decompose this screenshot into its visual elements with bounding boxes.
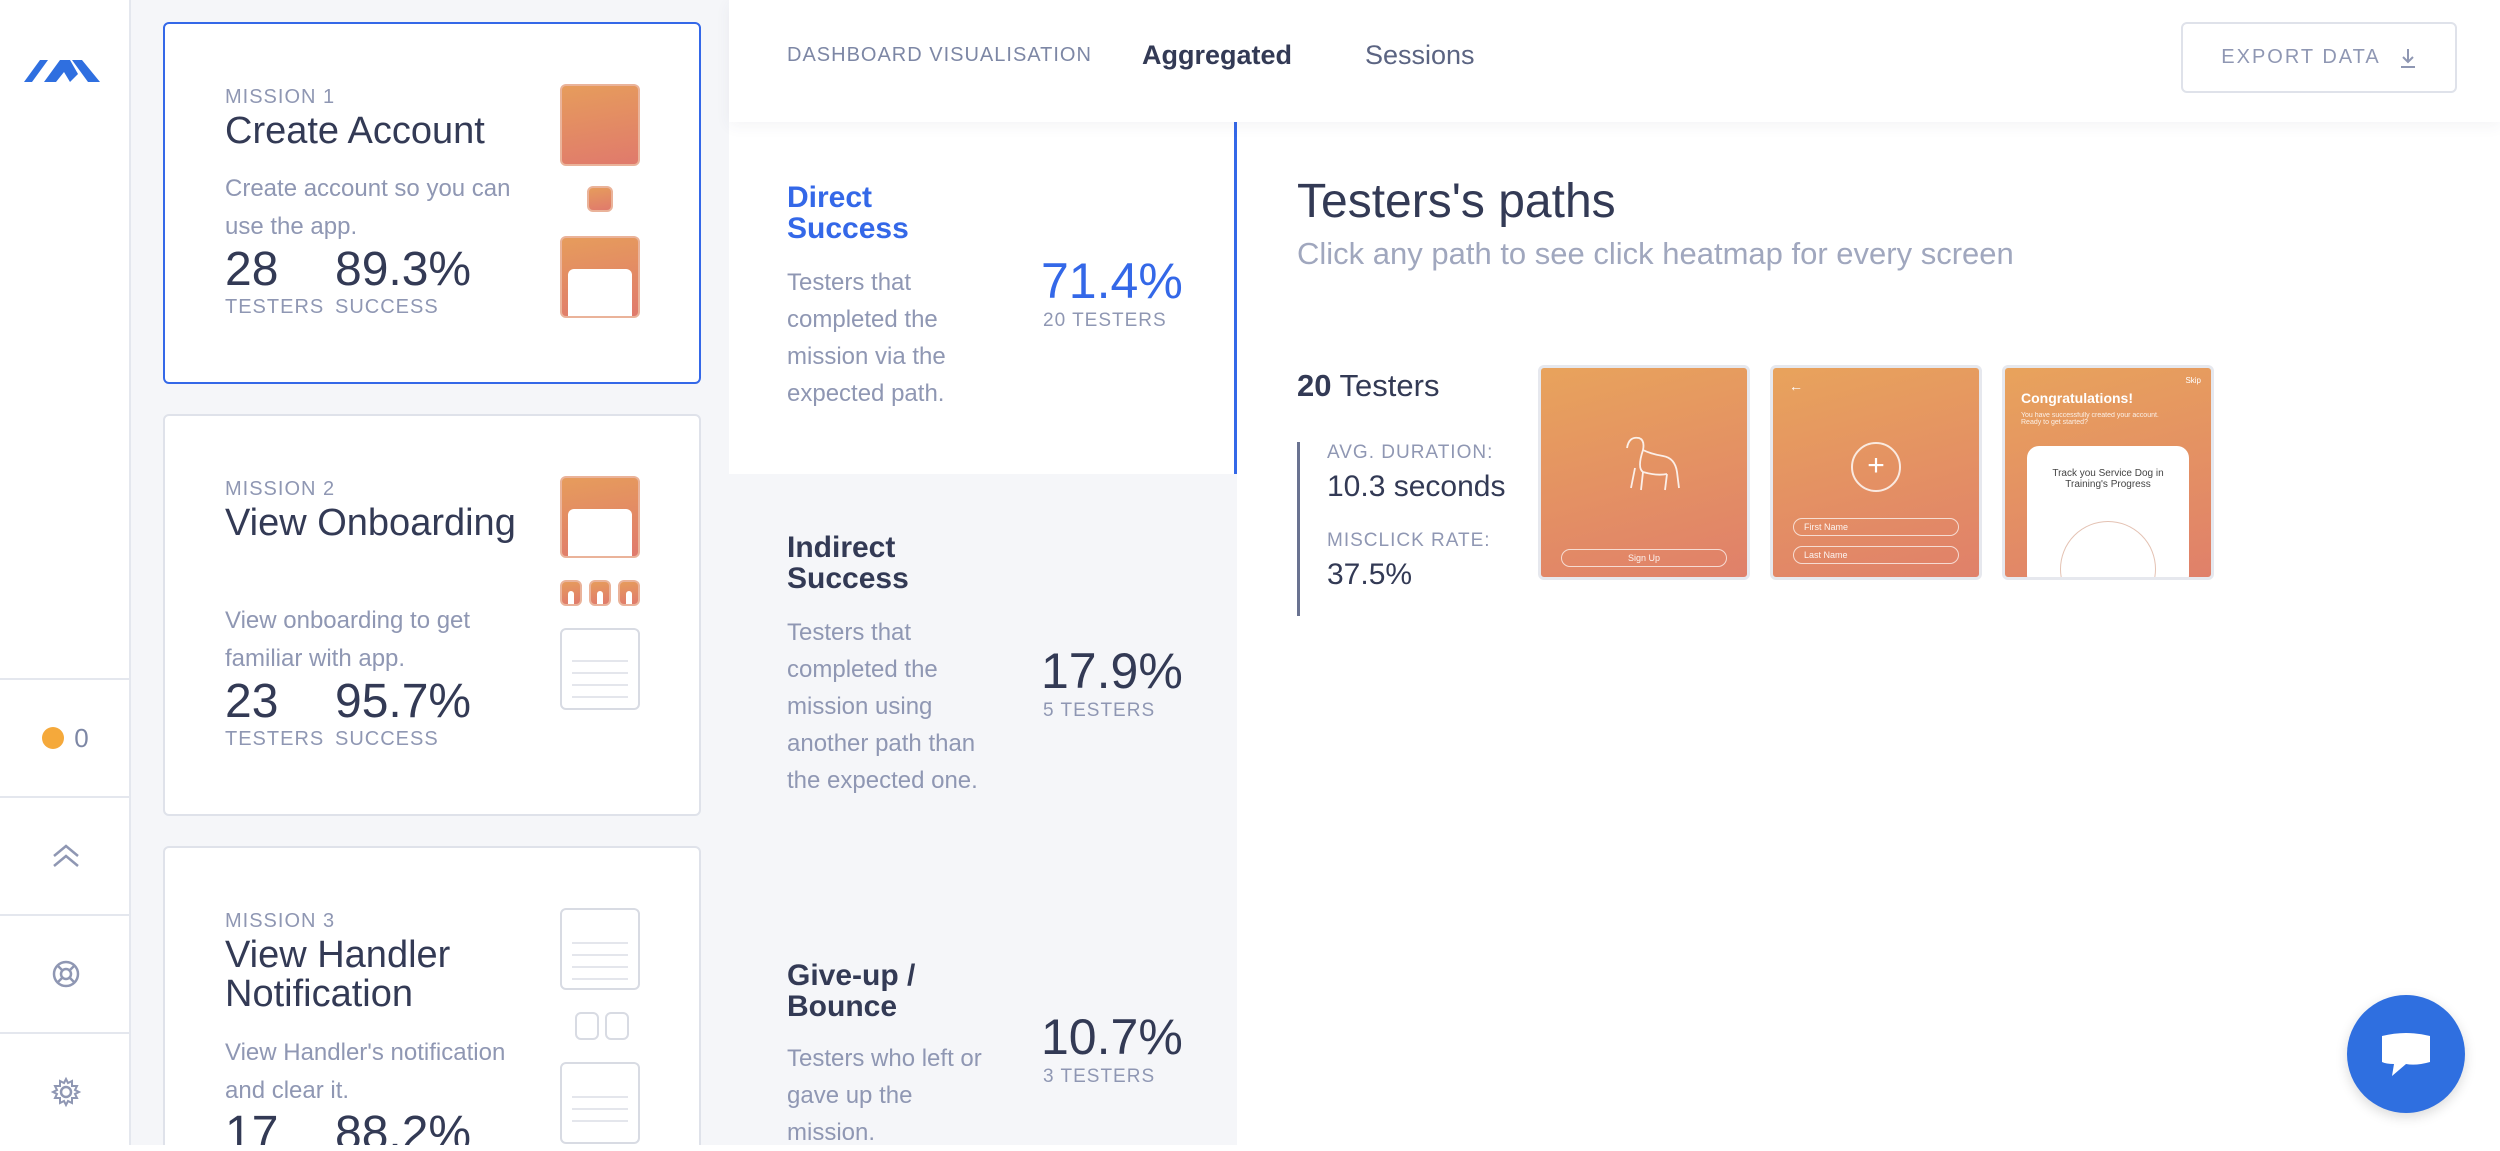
mission-success: 89.3% — [335, 243, 472, 296]
signup-button: Sign Up — [1561, 549, 1727, 567]
coin-icon — [42, 727, 65, 749]
mission-card-2[interactable]: MISSION 2 View Onboarding View onboardin… — [163, 414, 701, 816]
outcome-name: Indirect Success — [787, 531, 909, 595]
tab-aggregated[interactable]: Aggregated — [1142, 40, 1293, 70]
mission-testers: 23 — [225, 675, 279, 728]
outcome-indirect-success[interactable]: Indirect Success Testers that completed … — [729, 474, 1237, 874]
mission-testers: 28 — [225, 243, 279, 296]
outcome-description: Testers who left or gave up the mission. — [787, 1045, 982, 1146]
last-name-field: Last Name — [1793, 546, 1959, 564]
congrats-title: Congratulations! — [2021, 390, 2133, 406]
screen-thumbnail — [560, 908, 640, 990]
outcome-description: Testers that completed the mission using… — [787, 619, 978, 794]
mission-success-label: SUCCESS — [335, 296, 439, 318]
logo-icon[interactable] — [22, 52, 104, 92]
lifebuoy-icon — [52, 960, 79, 988]
path-tester-count: 20 Testers — [1297, 368, 1439, 404]
outcome-description: Testers that completed the mission via t… — [787, 269, 946, 407]
testers-paths-panel: Testers's paths Click any path to see cl… — [1237, 122, 2500, 1145]
progress-ring-icon — [2060, 521, 2156, 577]
paths-subtitle: Click any path to see click heatmap for … — [1297, 236, 2014, 271]
mission-description: View onboarding to get familiar with app… — [225, 607, 471, 672]
screen-thumbnail — [605, 1012, 629, 1040]
outcome-list: Direct Success Testers that completed th… — [729, 122, 1237, 1146]
tab-sessions[interactable]: Sessions — [1365, 40, 1475, 70]
chevron-up-icon — [52, 844, 79, 867]
mission-title: View Onboarding — [225, 502, 516, 544]
misclick-rate-label: MISCLICK RATE: — [1327, 530, 1491, 551]
misclick-rate-value: 37.5% — [1327, 558, 1413, 591]
path-count-label: Testers — [1339, 368, 1440, 403]
mission-title: Create Account — [225, 110, 485, 152]
mission-card-1[interactable]: MISSION 1 Create Account Create account … — [163, 22, 701, 384]
outcome-testers: 3 TESTERS — [1043, 1066, 1156, 1087]
chat-icon — [2382, 1033, 2430, 1076]
mission-description: View Handler's notification and clear it… — [225, 1039, 506, 1104]
chat-button[interactable] — [2347, 995, 2465, 1113]
avg-duration-value: 10.3 seconds — [1327, 470, 1506, 503]
skip-link: Skip — [2185, 376, 2201, 385]
path-screen-3[interactable]: Skip Congratulations! You have successfu… — [2002, 365, 2214, 580]
track-card: Track you Service Dog in Training's Prog… — [2027, 446, 2189, 577]
screen-thumbnail — [560, 84, 640, 166]
outcome-direct-success[interactable]: Direct Success Testers that completed th… — [729, 122, 1237, 474]
path-screen-2[interactable]: ← + First Name Last Name — [1770, 365, 1982, 580]
top-bar: DASHBOARD VISUALISATION Aggregated Sessi… — [729, 0, 2500, 122]
mission-card-3[interactable]: MISSION 3 View Handler Notification View… — [163, 846, 701, 1145]
screen-thumbnail — [560, 580, 582, 606]
outcome-name: Direct Success — [787, 181, 909, 245]
mission-description: Create account so you can use the app. — [225, 175, 511, 240]
dog-icon — [1626, 436, 1680, 491]
mission-testers: 17 — [225, 1107, 279, 1146]
collapse-button[interactable] — [0, 796, 131, 914]
back-arrow-icon: ← — [1789, 378, 1803, 394]
mission-testers-label: TESTERS — [225, 296, 325, 318]
export-data-button[interactable]: EXPORT DATA — [2181, 22, 2457, 93]
outcome-testers: 20 TESTERS — [1043, 310, 1167, 331]
mission-success-label: SUCCESS — [335, 728, 439, 750]
screen-thumbnail — [560, 628, 640, 710]
add-photo-icon: + — [1851, 442, 1901, 492]
section-label: DASHBOARD VISUALISATION — [787, 44, 1092, 66]
track-card-text: Track you Service Dog in Training's Prog… — [2052, 468, 2164, 490]
mission-number: MISSION 3 — [225, 910, 336, 932]
mission-number: MISSION 2 — [225, 478, 336, 500]
help-button[interactable] — [0, 914, 131, 1032]
avg-duration-label: AVG. DURATION: — [1327, 442, 1494, 463]
credits-counter[interactable]: 0 — [0, 678, 131, 796]
export-label: EXPORT DATA — [2221, 46, 2381, 68]
screen-thumbnail — [587, 186, 613, 212]
outcome-percent: 71.4% — [1041, 253, 1183, 309]
outcome-testers: 5 TESTERS — [1043, 700, 1156, 721]
path-count-value: 20 — [1297, 368, 1332, 403]
left-rail: 0 — [0, 0, 131, 1145]
settings-button[interactable] — [0, 1032, 131, 1150]
screen-thumbnail — [560, 1062, 640, 1144]
outcome-name: Give-up / Bounce — [787, 959, 916, 1023]
gear-icon — [50, 1076, 81, 1108]
outcome-percent: 17.9% — [1041, 643, 1183, 699]
outcome-give-up[interactable]: Give-up / Bounce Testers who left or gav… — [729, 874, 1237, 1146]
screen-thumbnail — [575, 1012, 599, 1040]
path-metrics: AVG. DURATION: 10.3 seconds MISCLICK RAT… — [1297, 442, 1505, 616]
screen-thumbnail — [589, 580, 611, 606]
path-screen-1[interactable]: Sign Up — [1538, 365, 1750, 580]
download-icon — [2400, 48, 2415, 68]
mission-number: MISSION 1 — [225, 86, 336, 108]
screen-thumbnail — [560, 476, 640, 558]
mission-success: 88.2% — [335, 1107, 472, 1146]
mission-list: MISSION 1 Create Account Create account … — [131, 0, 729, 1145]
screen-thumbnail — [560, 236, 640, 318]
mission-success: 95.7% — [335, 675, 472, 728]
congrats-subtitle: You have successfully created your accou… — [2021, 412, 2159, 426]
paths-title: Testers's paths — [1297, 175, 1616, 228]
mission-title: View Handler Notification — [225, 934, 451, 1015]
screen-thumbnail — [618, 580, 640, 606]
credits-value: 0 — [74, 722, 89, 753]
outcome-percent: 10.7% — [1041, 1009, 1183, 1065]
mission-testers-label: TESTERS — [225, 728, 325, 750]
first-name-field: First Name — [1793, 518, 1959, 536]
